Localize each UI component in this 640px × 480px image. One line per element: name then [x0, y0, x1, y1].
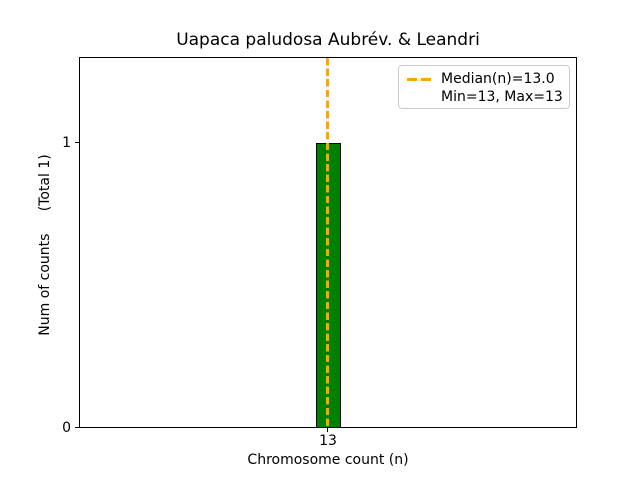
y-axis-label: Num of counts (Total 1)	[37, 154, 53, 336]
y-tick-mark-0	[75, 427, 79, 428]
legend-median-line-sample	[407, 77, 431, 81]
x-tick-mark-13	[327, 428, 328, 432]
legend: Median(n)=13.0 Min=13, Max=13	[398, 65, 570, 109]
x-tick-label-13: 13	[319, 433, 337, 449]
y-tick-mark-1	[75, 142, 79, 143]
x-axis-label: Chromosome count (n)	[247, 452, 409, 468]
legend-median-label: Median(n)=13.0	[441, 71, 555, 87]
y-tick-label-0: 0	[62, 420, 71, 436]
chart-title: Uapaca paludosa Aubrév. & Leandri	[176, 30, 480, 50]
median-line	[326, 58, 329, 427]
legend-minmax-label: Min=13, Max=13	[441, 89, 563, 105]
y-tick-label-1: 1	[62, 135, 71, 151]
legend-row-minmax: Min=13, Max=13	[407, 88, 563, 106]
legend-spacer	[407, 96, 431, 99]
legend-row-median: Median(n)=13.0	[407, 70, 561, 88]
